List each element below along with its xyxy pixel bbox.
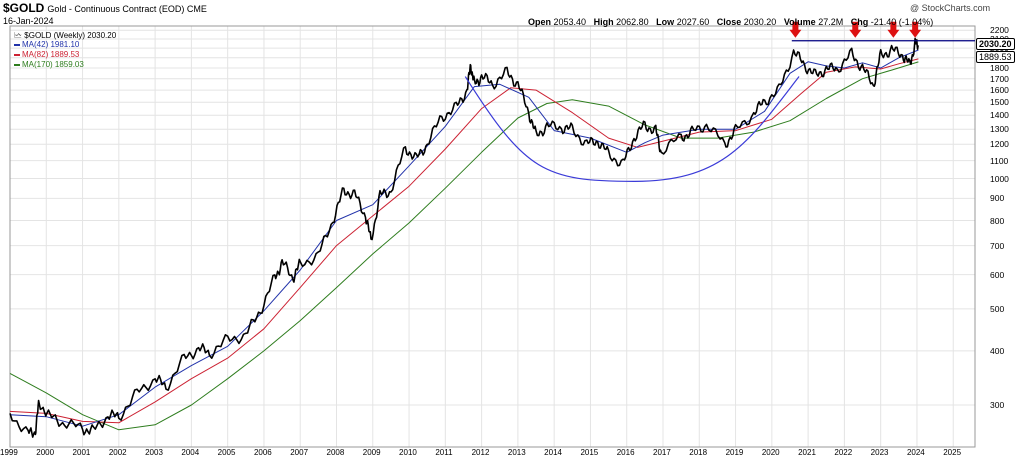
y-tick-label: 1400 [990, 110, 1009, 121]
legend-price-label: $GOLD (Weekly) 2030.20 [24, 31, 117, 40]
x-tick-label: 2021 [798, 448, 816, 457]
close-label: Close [716, 17, 742, 27]
legend-ma170: MA(170) 1859.03 [14, 60, 84, 69]
chg-value: -21.40 (-1.04%) [870, 17, 934, 27]
x-tick-label: 2023 [870, 448, 889, 457]
x-tick-label: 2022 [834, 448, 853, 457]
y-tick-label: 500 [990, 303, 1005, 314]
x-tick-label: 2024 [906, 448, 925, 457]
legend-swatch-ma42 [14, 43, 20, 46]
plot-border [9, 25, 976, 448]
legend-ma82: MA(82) 1889.53 [14, 50, 79, 59]
chart-grid [9, 25, 976, 448]
y-tick-label: 1500 [990, 97, 1009, 108]
ma82-layer [9, 58, 919, 424]
legend-price: 🗠 $GOLD (Weekly) 2030.20 [14, 30, 116, 44]
y-tick-label: 1800 [990, 62, 1009, 73]
x-tick-label: 2002 [108, 448, 127, 457]
low-label: Low [656, 17, 675, 27]
x-tick-label: 2009 [362, 448, 381, 457]
volume-label: Volume [783, 17, 816, 27]
x-tick-label: 2014 [544, 448, 562, 457]
y-tick-label: 1200 [990, 139, 1009, 150]
close-value: 2030.20 [743, 17, 777, 27]
down-arrow-marker [887, 21, 900, 38]
x-tick-label: 2010 [399, 448, 417, 457]
annotation-layer [464, 21, 975, 182]
legend-ma170-label: MA(170) 1859.03 [22, 60, 84, 69]
y-tick-label: 800 [990, 215, 1005, 226]
x-tick-label: 1999 [0, 448, 18, 457]
y-tick-label: 1100 [990, 155, 1009, 166]
chart-date: 16-Jan-2024 [3, 16, 54, 26]
legend-ma42: MA(42) 1981.10 [14, 40, 79, 49]
y-tick-label: 2200 [990, 25, 1009, 36]
x-tick-label: 2016 [616, 448, 635, 457]
x-tick-label: 2008 [326, 448, 345, 457]
chart-icon: 🗠 [14, 31, 23, 40]
watermark: @ StockCharts.com [910, 3, 991, 13]
down-arrow-marker [849, 21, 862, 38]
x-tick-label: 2025 [943, 448, 962, 457]
ohlc-readout: Open 2053.40 High 2062.80 Low 2027.60 Cl… [528, 17, 933, 27]
high-label: High [593, 17, 614, 27]
chart-title: $GOLD Gold - Continuous Contract (EOD) CM… [3, 1, 207, 15]
x-tick-label: 2003 [145, 448, 163, 457]
x-tick-label: 2018 [689, 448, 708, 457]
x-tick-label: 2000 [36, 448, 55, 457]
open-label: Open [528, 17, 552, 27]
x-tick-label: 2005 [217, 448, 236, 457]
volume-value: 27.2M [818, 17, 844, 27]
x-tick-label: 2013 [507, 448, 526, 457]
y-tick-label: 1300 [990, 124, 1009, 135]
symbol: $GOLD [3, 1, 45, 15]
ma42-layer [9, 49, 919, 427]
x-tick-label: 2012 [471, 448, 490, 457]
series-line-ma42 [9, 49, 919, 427]
x-tick-label: 2004 [181, 448, 200, 457]
ma170-layer [9, 61, 919, 431]
x-tick-label: 2015 [580, 448, 599, 457]
y-tick-label: 1600 [990, 85, 1009, 96]
y-tick-label: 400 [990, 345, 1005, 356]
down-arrow-marker [789, 21, 802, 38]
y-tick-label: 600 [990, 269, 1005, 280]
series-line-ma170 [9, 61, 919, 431]
high-value: 2062.80 [616, 17, 649, 27]
y-tick-label: 900 [990, 193, 1005, 204]
price-layer [9, 37, 920, 438]
x-tick-label: 2020 [761, 448, 780, 457]
last-price-tag: 2030.20 [976, 38, 1015, 50]
y-tick-label: 1700 [990, 73, 1009, 84]
chg-label: Chg [850, 17, 869, 27]
legend-ma82-label: MA(82) 1889.53 [22, 50, 80, 59]
series-line-price [9, 37, 920, 438]
x-tick-label: 2011 [435, 448, 453, 457]
y-tick-label: 1000 [990, 173, 1009, 184]
x-tick-label: 2001 [72, 448, 91, 457]
cup-arc [464, 76, 800, 182]
subtitle: Gold - Continuous Contract (EOD) CME [47, 4, 207, 14]
down-arrow-marker [909, 21, 922, 38]
legend-swatch-ma82 [14, 53, 20, 56]
x-tick-label: 2017 [653, 448, 671, 457]
x-tick-label: 2006 [253, 448, 272, 457]
series-line-ma82 [9, 58, 919, 424]
open-value: 2053.40 [553, 17, 587, 27]
low-value: 2027.60 [676, 17, 710, 27]
legend-swatch-ma170 [14, 63, 20, 66]
ma82-value-tag: 1889.53 [976, 51, 1015, 63]
legend-ma42-label: MA(42) 1981.10 [22, 40, 80, 49]
x-tick-label: 2007 [290, 448, 309, 457]
y-tick-label: 300 [990, 400, 1005, 411]
x-tick-label: 2019 [725, 448, 744, 457]
y-tick-label: 700 [990, 240, 1005, 251]
